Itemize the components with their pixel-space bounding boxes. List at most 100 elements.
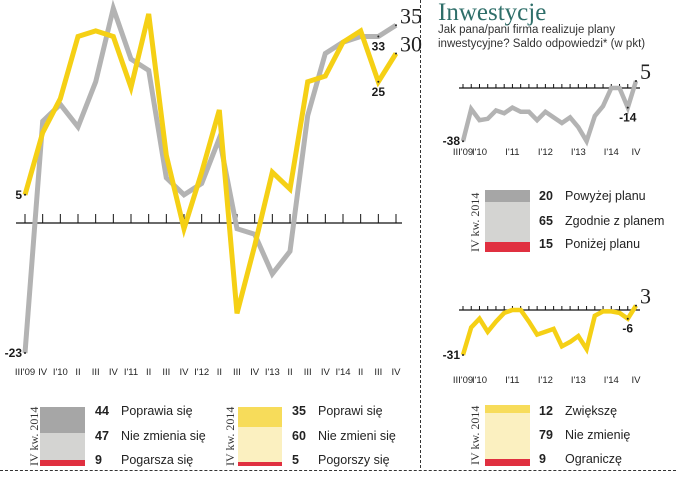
chart-3-label-dot (635, 304, 637, 307)
legend-value: 65 (539, 214, 553, 228)
chart-2-series-grey (460, 80, 639, 147)
legend-item: 5 Pogorszy się (292, 453, 390, 467)
chart-1-data-label: 33 (372, 40, 386, 54)
chart-1-tick-label: I'13 (265, 367, 280, 378)
chart-2-tick-label: I'12 (538, 147, 553, 158)
chart-1-tick-label: III (162, 367, 170, 378)
chart-2-data-label: -14 (619, 111, 637, 125)
legend-value: 15 (539, 237, 553, 251)
chart-2-tick-label: I'14 (604, 147, 619, 158)
legend-value: 79 (539, 428, 553, 442)
chart-2-label-dot (626, 106, 629, 109)
chart-1-tick-label: IV (321, 367, 331, 378)
legend-item: 12 Zwiększę (539, 404, 617, 418)
legend-label: Zgodnie z planem (565, 214, 665, 228)
chart-1-tick-label: III (92, 367, 100, 378)
chart-1-tick-label: II (75, 367, 80, 378)
legend-item: 47 Nie zmienia się (95, 429, 206, 443)
chart-2-label-dot (462, 140, 464, 143)
chart-1-tick-label: IV (38, 367, 48, 378)
chart-2-tick-label: III'09 (453, 147, 473, 158)
legend-value: 20 (539, 189, 553, 203)
legend-value: 44 (95, 404, 109, 418)
legend-value: 9 (95, 453, 102, 467)
vertical-divider (420, 0, 421, 468)
chart-1-tick-label: IV (180, 367, 190, 378)
chart-3-data-label: -31 (443, 348, 461, 362)
chart-1-tick-label: IV (250, 367, 260, 378)
legend-item: 9 Pogarsza się (95, 453, 193, 467)
chart-3-label-dot (626, 317, 629, 320)
legend-label: Zwiększę (565, 404, 618, 418)
legend-2-swatch-up (238, 407, 282, 427)
legend-value: 5 (292, 453, 299, 467)
chart-2-tick-label: I'11 (505, 147, 519, 158)
legend-label: Nie zmienia się (121, 429, 206, 443)
legend-value: 47 (95, 429, 109, 443)
legend-label: Poniżej planu (565, 237, 641, 251)
chart-1-label-dot (395, 24, 397, 27)
legend-label: Poprawia się (121, 404, 193, 418)
chart-1-series-yellow (22, 13, 399, 315)
legend-label: Poprawi się (318, 404, 383, 418)
chart-1-tick-label: IV (392, 367, 402, 378)
legend-1-swatch-up (40, 407, 85, 433)
chart-1-tick-label: I'14 (335, 367, 350, 378)
legend-label: Powyżej planu (565, 189, 646, 203)
legend-label: Nie zmieni się (318, 429, 396, 443)
chart-1-data-label: 25 (372, 85, 386, 99)
chart-1-label-dot (377, 80, 380, 83)
legend-value: 9 (539, 452, 546, 466)
chart-3-data-label: 3 (640, 284, 651, 309)
chart-1-tick-label: II (217, 367, 222, 378)
chart-1-label-dot (377, 35, 380, 38)
chart-1-tick-label: III (304, 367, 312, 378)
legend-label: Nie zmienię (565, 428, 631, 442)
chart-3-tick-label: I'11 (505, 375, 519, 386)
chart-1-tick-label: I'12 (194, 367, 209, 378)
legend-value: 35 (292, 404, 306, 418)
chart-1-data-label: -23 (5, 346, 23, 360)
legend-1-swatch-same (40, 433, 85, 460)
chart-1-label-dot (24, 351, 26, 354)
chart-1-tick-label: III (374, 367, 382, 378)
legend-item: 15 Poniżej planu (539, 237, 640, 251)
legend-item: 60 Nie zmieni się (292, 429, 396, 443)
chart-1-label-dot (24, 193, 26, 196)
chart-1-data-label: 35 (400, 3, 422, 28)
chart-3-tick-label: III'09 (453, 375, 473, 386)
legend-4-swatch-up (485, 405, 530, 413)
chart-3-tick-label: IV (632, 375, 642, 386)
legend-label: Ograniczę (565, 452, 622, 466)
chart-2-tick-label: I'13 (571, 147, 586, 158)
chart-1-label-dot (395, 52, 397, 55)
legend-value: 60 (292, 429, 306, 443)
chart-3-data-label: -6 (622, 322, 633, 336)
legend-item: 44 Poprawia się (95, 404, 193, 418)
legend-2-period: IV kw. 2014 (223, 406, 237, 466)
legend-3-swatch-down (485, 242, 530, 252)
horizontal-divider (0, 470, 676, 471)
legend-4-swatch-down (485, 459, 530, 466)
chart-1-tick-label: III (233, 367, 241, 378)
chart-2-tick-label: I'10 (472, 147, 487, 158)
legend-3-swatch-up (485, 190, 530, 202)
legend-item: 20 Powyżej planu (539, 189, 646, 203)
chart-3-tick-label: I'13 (571, 375, 586, 386)
legend-label: Pogorszy się (318, 453, 390, 467)
chart-1-tick-label: I'10 (53, 367, 68, 378)
section-subtitle: Jak pana/pani firma realizuje plany inwe… (438, 24, 646, 50)
chart-1-data-label: 30 (400, 32, 422, 57)
chart-1-tick-label: IV (109, 367, 119, 378)
chart-1-tick-label: II (358, 367, 363, 378)
chart-1-tick-label: I'11 (124, 367, 138, 378)
chart-3-series-yellow (460, 304, 638, 356)
legend-item: 65 Zgodnie z planem (539, 214, 664, 228)
legend-label: Pogarsza się (121, 453, 194, 467)
chart-1-series-grey (22, 0, 398, 354)
chart-3-tick-label: I'12 (538, 375, 553, 386)
chart-1-tick-label: III'09 (15, 367, 35, 378)
chart-3-label-dot (462, 353, 464, 356)
chart-2-data-label: -38 (443, 134, 461, 148)
